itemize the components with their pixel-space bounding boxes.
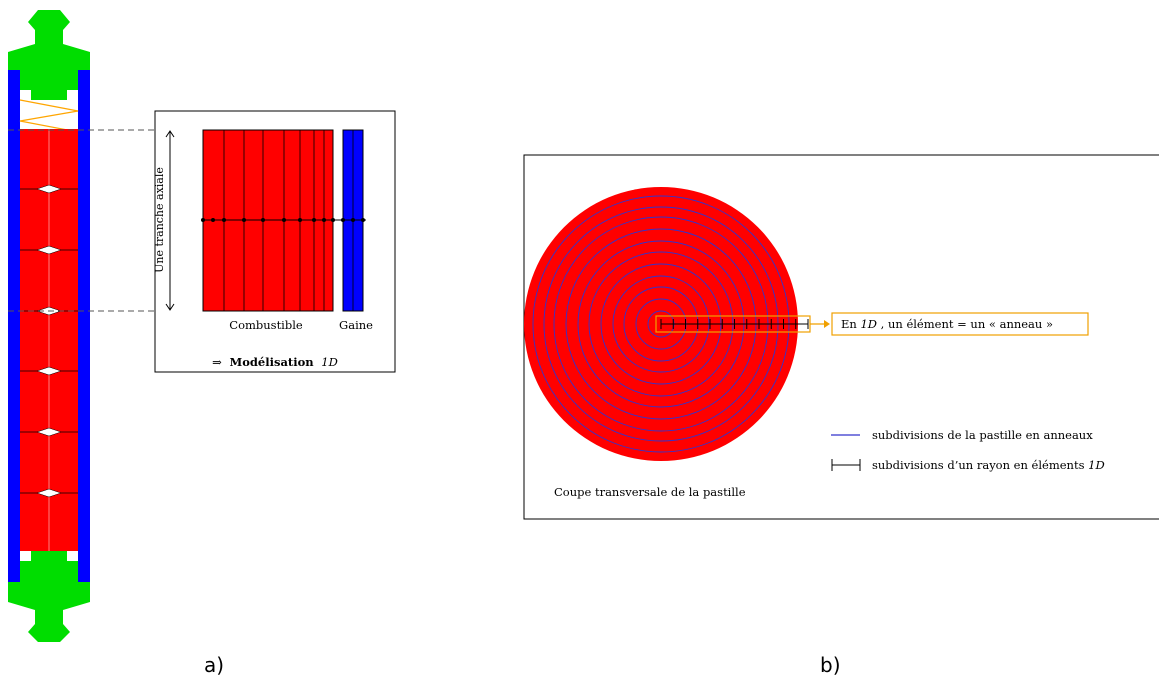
cladding-right-wall <box>78 70 90 583</box>
mesh-node <box>341 218 345 222</box>
mesh-node <box>312 218 316 222</box>
mesh-node <box>211 218 215 222</box>
cladding-label: Gaine <box>339 318 373 332</box>
callout-dim: 1D <box>860 317 877 331</box>
mesh-node <box>242 218 246 222</box>
fuel-label: Combustible <box>229 318 303 332</box>
pellet-dish <box>36 184 62 194</box>
callout-prefix: En <box>841 317 860 331</box>
callout-text: En 1D , un élément = un « anneau » <box>841 317 1053 331</box>
pellet-dish <box>36 427 62 437</box>
fuel-rod <box>8 10 90 642</box>
mesh-node <box>282 218 286 222</box>
mesh-node <box>222 218 226 222</box>
legend-elements-label: subdivisions d’un rayon en éléments 1D <box>872 458 1105 472</box>
slice-arrow-head-bottom <box>165 303 175 311</box>
callout-box <box>831 312 1089 336</box>
callout-arrow-head <box>824 320 830 328</box>
top-end-plug <box>8 10 90 100</box>
model-inset: Une tranche axiale Combustible Gaine ⇒ M… <box>153 110 396 373</box>
callout-suffix: , un élément = un « anneau » <box>881 317 1053 331</box>
caption-a: a) <box>204 653 224 677</box>
mesh-node <box>201 218 205 222</box>
legend: subdivisions de la pastille en anneaux s… <box>831 428 1105 472</box>
axial-slice-label: Une tranche axiale <box>153 167 166 273</box>
callout: En 1D , un élément = un « anneau » <box>655 312 1089 336</box>
caption-b: b) <box>820 653 841 677</box>
mesh-node <box>322 218 326 222</box>
implies-arrow: ⇒ <box>212 355 222 369</box>
bottom-end-plug <box>8 551 90 642</box>
modelisation-dim: 1D <box>321 355 338 369</box>
mesh-node <box>331 218 335 222</box>
cladding-left-wall <box>8 70 20 583</box>
plenum-spring <box>19 99 79 133</box>
pellet-dish <box>36 488 62 498</box>
pellet-dish <box>36 366 62 376</box>
slice-arrow-head-top <box>165 130 175 138</box>
legend-elements-dim: 1D <box>1088 458 1105 472</box>
legend-rings-label: subdivisions de la pastille en anneaux <box>872 428 1093 442</box>
mesh-node <box>351 218 355 222</box>
pellet-cross-section <box>524 187 809 461</box>
mesh-node <box>361 218 365 222</box>
mesh-node <box>261 218 265 222</box>
modelisation-caption: ⇒ Modélisation 1D <box>212 355 338 369</box>
mesh-node <box>298 218 302 222</box>
pellet-dish <box>36 245 62 255</box>
modelisation-word: Modélisation <box>229 355 314 369</box>
legend-elements-prefix: subdivisions d’un rayon en éléments <box>872 458 1088 472</box>
section-label: Coupe transversale de la pastille <box>554 485 746 499</box>
